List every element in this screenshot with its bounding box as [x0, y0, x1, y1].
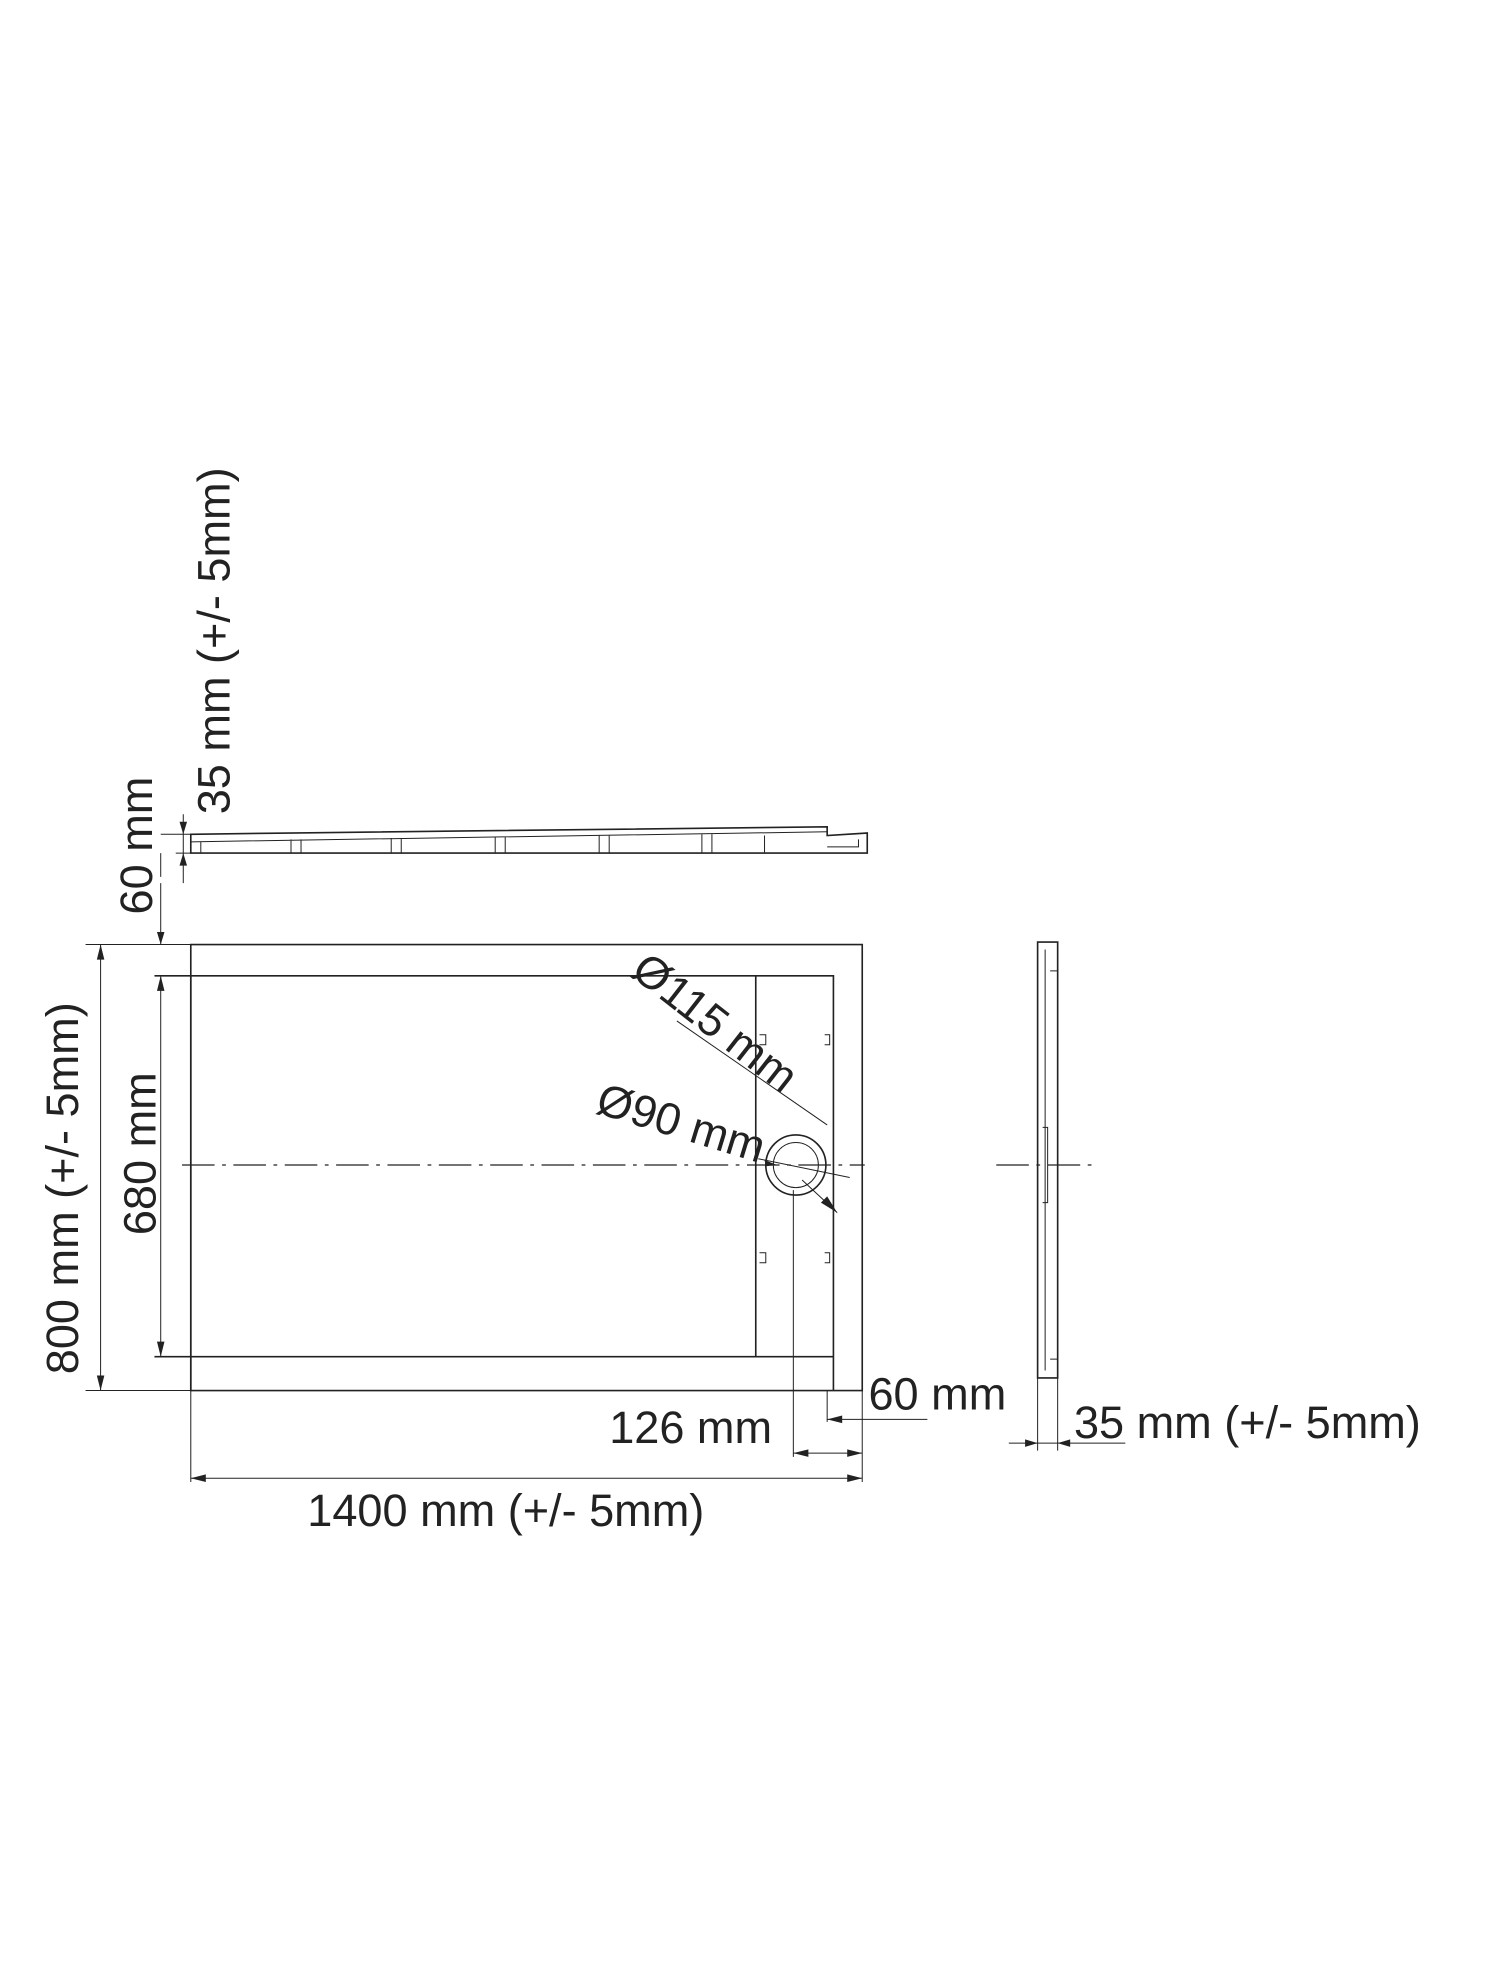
plan-view [85, 943, 928, 1482]
dimension-label: 1400 mm (+/- 5mm) [307, 1485, 704, 1536]
dimension-label: 800 mm (+/- 5mm) [37, 1002, 88, 1374]
dimension-label: 126 mm [609, 1402, 772, 1453]
dimension-label: 60 mm [111, 777, 162, 915]
dimension-label: 680 mm [115, 1072, 166, 1235]
dimension-label: 60 mm [869, 1368, 1007, 1419]
dimension-label: Ø115 mm [623, 942, 808, 1102]
dimension-label: 35 mm (+/- 5mm) [1074, 1397, 1421, 1448]
side-profile [996, 941, 1126, 1451]
top-profile [156, 814, 869, 945]
dimension-label: 35 mm (+/- 5mm) [189, 467, 240, 814]
dimension-label: Ø90 mm [591, 1073, 771, 1172]
